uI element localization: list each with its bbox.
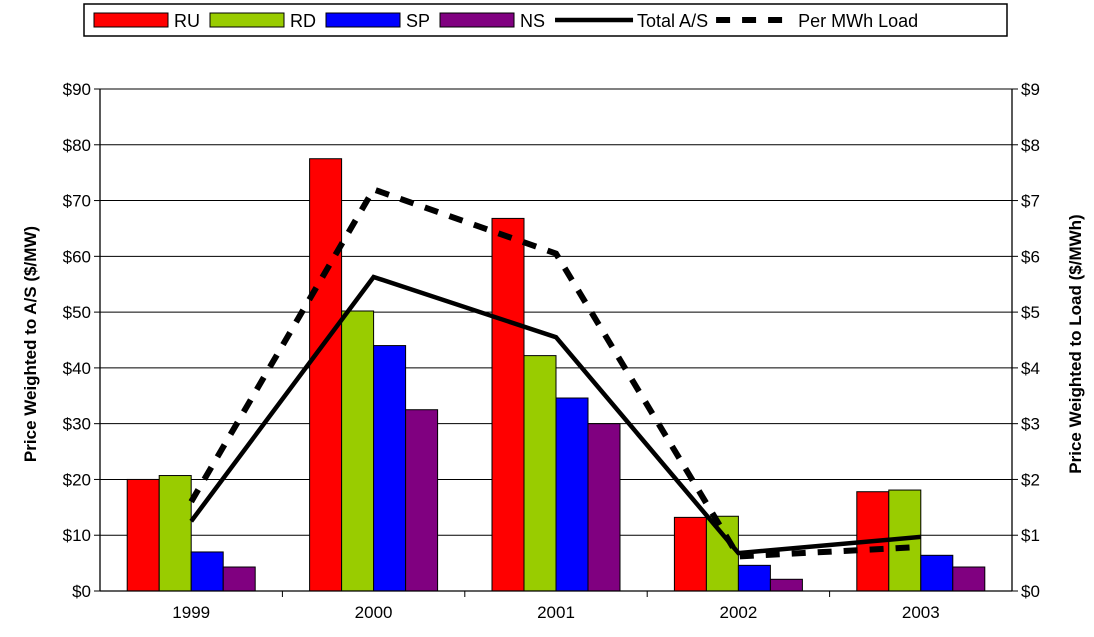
legend-swatch-ns	[439, 12, 515, 28]
y2-tick-label: $1	[1021, 526, 1040, 545]
y2-tick-label: $0	[1021, 582, 1040, 601]
bar-sp-2001	[555, 397, 589, 592]
legend-label: RU	[174, 11, 200, 31]
x-tick-label: 2001	[537, 603, 575, 622]
bar-sp-2003	[920, 554, 954, 592]
bar-ns-2003	[952, 566, 986, 592]
bar-rd-2000	[341, 310, 375, 592]
line-series	[188, 185, 921, 560]
legend-label: NS	[520, 11, 545, 31]
legend-label: Per MWh Load	[798, 11, 918, 31]
y2-tick-label: $9	[1021, 80, 1040, 99]
y2-tick-label: $5	[1021, 303, 1040, 322]
y-tick-label: $90	[63, 80, 91, 99]
y-tick-label: $30	[63, 415, 91, 434]
x-tick-label: 2000	[355, 603, 393, 622]
y-tick-label: $80	[63, 136, 91, 155]
bar-ns-2001	[587, 423, 621, 592]
y-axis-label: Price Weighted to A/S ($/MW)	[21, 226, 40, 462]
bar-ns-2000	[405, 409, 439, 592]
y2-tick-label: $6	[1021, 247, 1040, 266]
bar-rd-1999	[158, 475, 192, 592]
y2-axis-label: Price Weighted to Load ($/MWh)	[1066, 214, 1085, 473]
y2-tick-label: $2	[1021, 470, 1040, 489]
x-tick-label: 1999	[172, 603, 210, 622]
line-total-a-s	[189, 274, 921, 556]
legend-swatch-sp	[325, 12, 401, 28]
y2-tick-label: $3	[1021, 415, 1040, 434]
legend-swatch-ru	[93, 12, 169, 28]
bar-ns-2002	[769, 578, 803, 592]
y2-tick-label: $4	[1021, 359, 1040, 378]
y-tick-label: $0	[72, 582, 91, 601]
x-tick-label: 2002	[719, 603, 757, 622]
y-tick-label: $40	[63, 359, 91, 378]
bar-rd-2001	[523, 355, 557, 592]
bar-ru-1999	[126, 478, 160, 592]
y-tick-label: $70	[63, 192, 91, 211]
bar-ns-1999	[222, 566, 256, 592]
bar-ru-2000	[309, 158, 343, 592]
y2-tick-label: $8	[1021, 136, 1040, 155]
bar-rd-2002	[705, 515, 739, 592]
y-tick-label: $10	[63, 526, 91, 545]
legend-label: SP	[406, 11, 430, 31]
axes: $0 $10 $20 $30 $40 $50 $60 $70 $80 $90 $0 $1 $2 $3 $4 $…	[63, 80, 1040, 622]
legend-swatch-rd	[209, 12, 285, 28]
legend-label: RD	[290, 11, 316, 31]
bar-sp-2000	[373, 345, 407, 592]
legend-label: Total A/S	[637, 11, 708, 31]
y-tick-label: $50	[63, 303, 91, 322]
y2-tick-label: $7	[1021, 192, 1040, 211]
bar-ru-2002	[673, 516, 707, 592]
line-per-mwh-load	[188, 185, 921, 560]
legend: RU RD SP NS Total A/S Per MWh Load	[83, 3, 1008, 37]
bar-ru-2001	[491, 217, 525, 592]
y-tick-label: $60	[63, 247, 91, 266]
bar-sp-2002	[737, 564, 771, 592]
bar-series	[126, 158, 986, 592]
y-tick-label: $20	[63, 470, 91, 489]
bar-sp-1999	[190, 551, 224, 592]
x-tick-label: 2003	[902, 603, 940, 622]
